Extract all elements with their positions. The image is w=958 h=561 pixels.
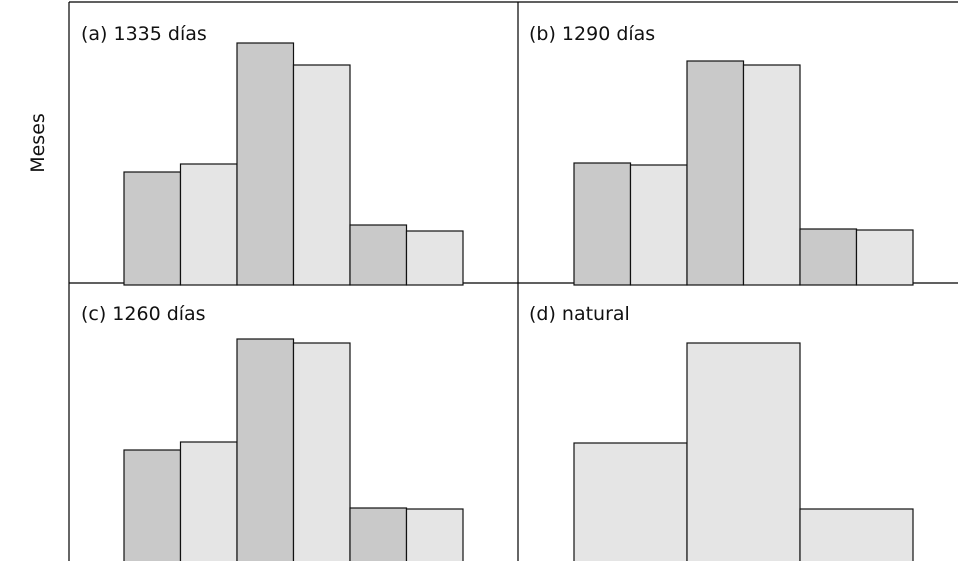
panel-c-bar-1 <box>123 449 182 561</box>
panel-a-bar-1 <box>123 171 182 286</box>
panel-c-bar-2 <box>179 441 238 561</box>
y-axis-label: Meses <box>27 113 49 173</box>
panel-c-bar-3 <box>236 338 295 561</box>
panel-a-bars <box>123 42 464 286</box>
panel-d: (d) natural <box>529 303 914 561</box>
panel-a-bar-6 <box>405 230 464 286</box>
panel-a: (a) 1335 días <box>81 23 464 286</box>
panel-d-title: (d) natural <box>529 303 630 325</box>
panel-c-title: (c) 1260 días <box>81 303 206 325</box>
panel-b-bar-6 <box>855 229 914 286</box>
panel-c-bar-5 <box>349 507 408 561</box>
panel-c: (c) 1260 días <box>81 303 464 561</box>
panel-b-bar-2 <box>629 164 688 286</box>
panel-b-bar-5 <box>799 228 858 286</box>
panel-b: (b) 1290 días <box>529 23 914 286</box>
panel-a-bar-5 <box>349 224 408 286</box>
panel-d-bar-1 <box>573 442 688 561</box>
panel-d-bar-3 <box>799 508 914 561</box>
panel-a-bar-2 <box>179 163 238 286</box>
panel-c-bars <box>123 338 464 561</box>
panel-b-title: (b) 1290 días <box>529 23 655 45</box>
panel-a-bar-4 <box>292 64 351 286</box>
panel-c-bar-6 <box>405 508 464 561</box>
panel-b-bar-4 <box>742 64 801 286</box>
panel-c-bar-4 <box>292 342 351 561</box>
panel-d-bar-2 <box>686 342 801 561</box>
panel-b-bar-3 <box>686 60 745 286</box>
panel-a-title: (a) 1335 días <box>81 23 207 45</box>
panel-b-bar-1 <box>573 162 632 286</box>
panel-a-bar-3 <box>236 42 295 286</box>
panel-d-bars <box>573 342 914 561</box>
panel-b-bars <box>573 60 914 286</box>
